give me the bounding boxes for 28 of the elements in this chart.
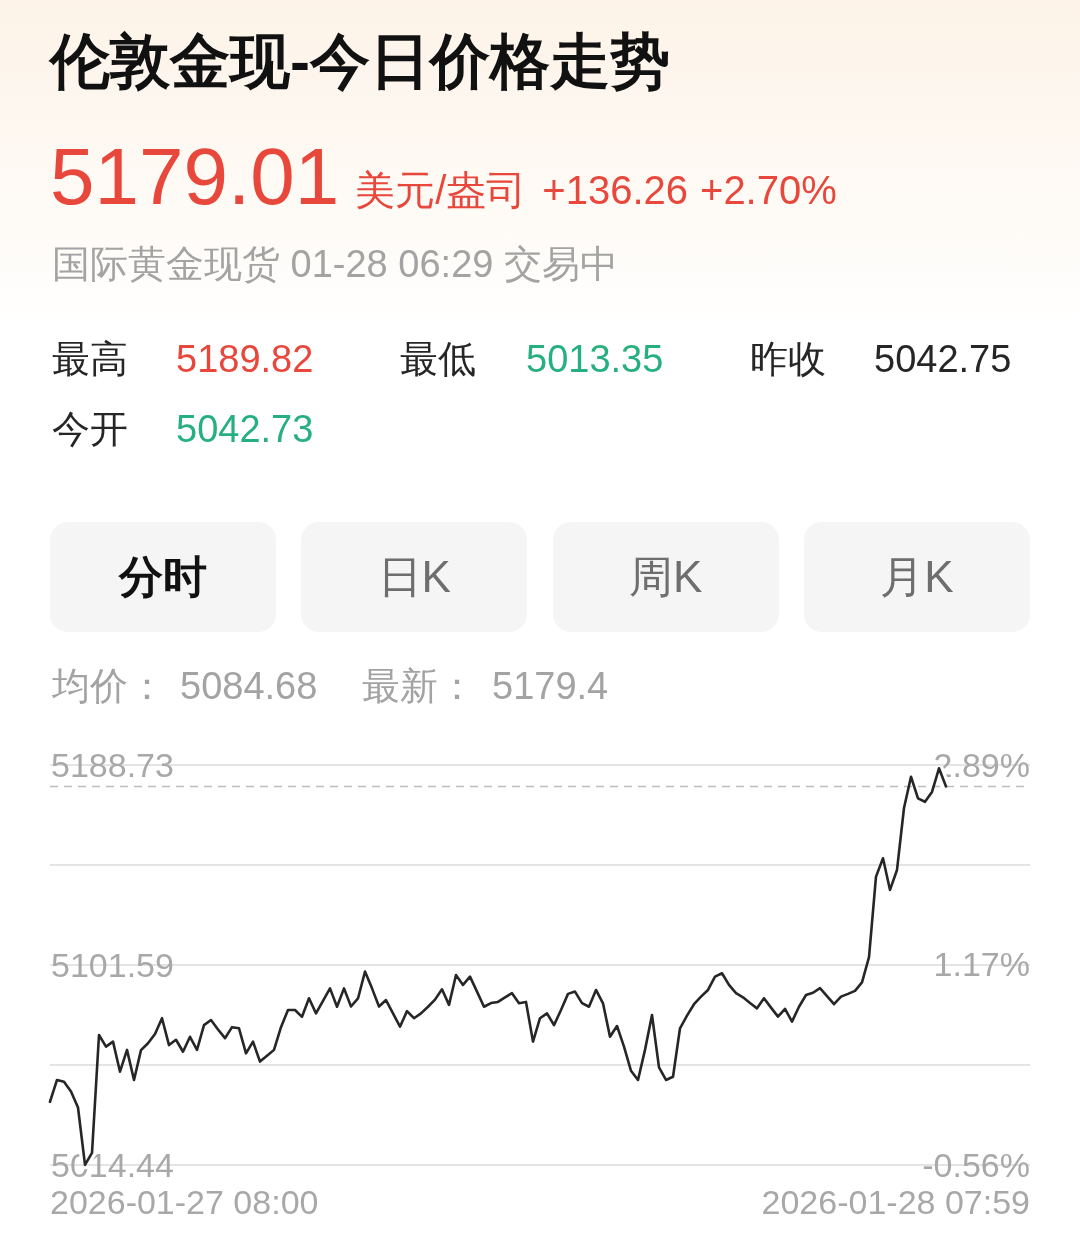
- text: 5179.01: [50, 132, 340, 221]
- text: 最高: [52, 337, 128, 383]
- text: 最新：: [362, 664, 476, 710]
- text: 5042.75: [874, 337, 1012, 383]
- text: 5042.73: [176, 407, 314, 453]
- text: 月K: [803, 522, 1030, 632]
- text: +136.26: [542, 168, 689, 212]
- text: 均价：: [52, 664, 166, 710]
- text: 周K: [552, 522, 779, 632]
- text: 5189.82: [176, 337, 314, 383]
- text: 美元/盎司: [355, 168, 527, 212]
- y-tick-label: 5101.59: [51, 945, 174, 984]
- text: 2026-01-27 08:00: [50, 1183, 319, 1221]
- chart-title: 伦敦金现-今日价格走势: [50, 27, 670, 97]
- text: 最低: [400, 337, 476, 383]
- text: 5084.68: [180, 664, 318, 710]
- text: +2.70%: [700, 168, 837, 212]
- y2-tick-label: 1.17%: [933, 945, 1030, 984]
- text: 分时: [50, 522, 276, 632]
- text: 今开: [52, 407, 128, 453]
- text: 5179.4: [492, 664, 609, 710]
- chart-subtitle: 国际黄金现货 01-28 06:29 交易中: [52, 242, 618, 288]
- text: 日K: [301, 522, 528, 632]
- text: 5013.35: [526, 337, 664, 383]
- text: 2026-01-28 07:59: [761, 1183, 1030, 1221]
- text: 昨收: [750, 337, 826, 383]
- y-tick-label: 5188.73: [51, 746, 174, 784]
- y2-tick-label: -0.56%: [922, 1146, 1030, 1184]
